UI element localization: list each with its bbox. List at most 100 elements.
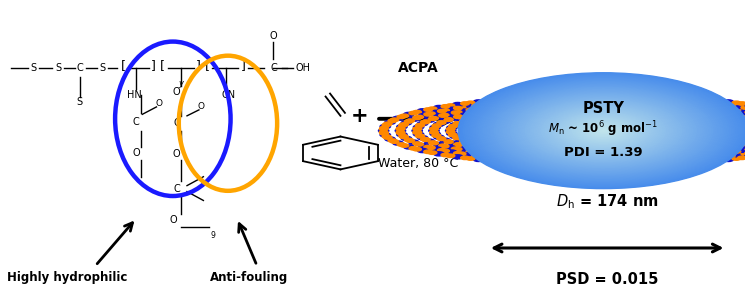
Circle shape xyxy=(554,152,562,156)
Circle shape xyxy=(468,116,477,120)
Circle shape xyxy=(589,97,598,100)
Circle shape xyxy=(647,97,657,102)
Circle shape xyxy=(720,144,729,147)
Circle shape xyxy=(440,113,449,117)
Circle shape xyxy=(668,162,676,166)
Circle shape xyxy=(733,146,742,149)
Circle shape xyxy=(448,133,457,137)
Circle shape xyxy=(589,159,598,162)
Circle shape xyxy=(524,99,683,162)
Circle shape xyxy=(730,150,738,154)
Circle shape xyxy=(467,76,740,185)
Circle shape xyxy=(572,153,580,156)
Circle shape xyxy=(676,161,687,165)
Circle shape xyxy=(460,139,469,143)
Circle shape xyxy=(437,121,446,124)
Circle shape xyxy=(486,84,721,178)
Circle shape xyxy=(608,105,617,108)
Circle shape xyxy=(465,146,474,149)
Circle shape xyxy=(405,120,413,123)
Circle shape xyxy=(448,141,459,145)
Circle shape xyxy=(457,106,466,109)
Circle shape xyxy=(567,100,576,103)
Circle shape xyxy=(678,108,687,112)
Circle shape xyxy=(393,141,403,145)
Circle shape xyxy=(557,112,650,149)
Circle shape xyxy=(627,105,635,108)
Circle shape xyxy=(466,157,475,160)
Circle shape xyxy=(680,159,689,162)
Circle shape xyxy=(732,112,741,116)
Circle shape xyxy=(475,79,732,182)
Circle shape xyxy=(590,153,599,157)
Circle shape xyxy=(744,115,745,119)
Circle shape xyxy=(400,135,408,139)
Circle shape xyxy=(413,127,422,130)
Circle shape xyxy=(486,149,496,153)
Circle shape xyxy=(441,153,450,157)
Circle shape xyxy=(651,95,662,99)
Circle shape xyxy=(434,135,444,139)
Circle shape xyxy=(720,148,728,151)
Circle shape xyxy=(596,128,611,134)
Circle shape xyxy=(478,114,487,117)
Circle shape xyxy=(598,104,609,108)
Circle shape xyxy=(650,103,659,107)
Circle shape xyxy=(733,112,742,116)
Text: S: S xyxy=(99,63,105,73)
Circle shape xyxy=(564,100,573,103)
Circle shape xyxy=(618,102,629,106)
Circle shape xyxy=(627,105,635,108)
Circle shape xyxy=(609,153,618,157)
Circle shape xyxy=(674,102,683,105)
Circle shape xyxy=(446,150,457,154)
Circle shape xyxy=(424,150,432,154)
Text: C: C xyxy=(270,63,277,73)
Circle shape xyxy=(529,104,538,108)
Circle shape xyxy=(486,108,496,113)
Circle shape xyxy=(380,133,390,137)
Circle shape xyxy=(400,114,409,118)
Circle shape xyxy=(730,142,738,145)
Circle shape xyxy=(571,94,582,98)
Circle shape xyxy=(504,103,513,107)
Circle shape xyxy=(479,114,487,117)
Circle shape xyxy=(463,153,474,157)
Text: C: C xyxy=(173,118,180,128)
Circle shape xyxy=(437,109,446,113)
Circle shape xyxy=(586,124,621,138)
Circle shape xyxy=(649,103,658,107)
Circle shape xyxy=(513,94,694,167)
Circle shape xyxy=(388,119,396,123)
Circle shape xyxy=(419,143,429,148)
Circle shape xyxy=(550,160,560,164)
Circle shape xyxy=(446,132,457,136)
Circle shape xyxy=(711,149,721,153)
Circle shape xyxy=(504,148,513,151)
Circle shape xyxy=(453,110,462,114)
Circle shape xyxy=(396,132,407,137)
Circle shape xyxy=(589,156,598,159)
Circle shape xyxy=(463,117,473,121)
Circle shape xyxy=(558,102,568,107)
Circle shape xyxy=(715,152,724,156)
Circle shape xyxy=(413,127,422,131)
Circle shape xyxy=(677,105,688,109)
Circle shape xyxy=(430,141,438,145)
Circle shape xyxy=(700,159,711,164)
Circle shape xyxy=(530,154,539,157)
Circle shape xyxy=(625,163,635,168)
Circle shape xyxy=(401,136,411,140)
Circle shape xyxy=(659,103,669,108)
Circle shape xyxy=(480,110,488,113)
Circle shape xyxy=(617,153,627,157)
Circle shape xyxy=(730,116,738,120)
Circle shape xyxy=(685,109,695,113)
Circle shape xyxy=(412,129,422,133)
Circle shape xyxy=(504,157,514,161)
Circle shape xyxy=(417,109,428,113)
Circle shape xyxy=(492,157,501,160)
Circle shape xyxy=(385,137,396,141)
Circle shape xyxy=(502,106,513,110)
Text: Water, 80 °C: Water, 80 °C xyxy=(378,157,458,170)
